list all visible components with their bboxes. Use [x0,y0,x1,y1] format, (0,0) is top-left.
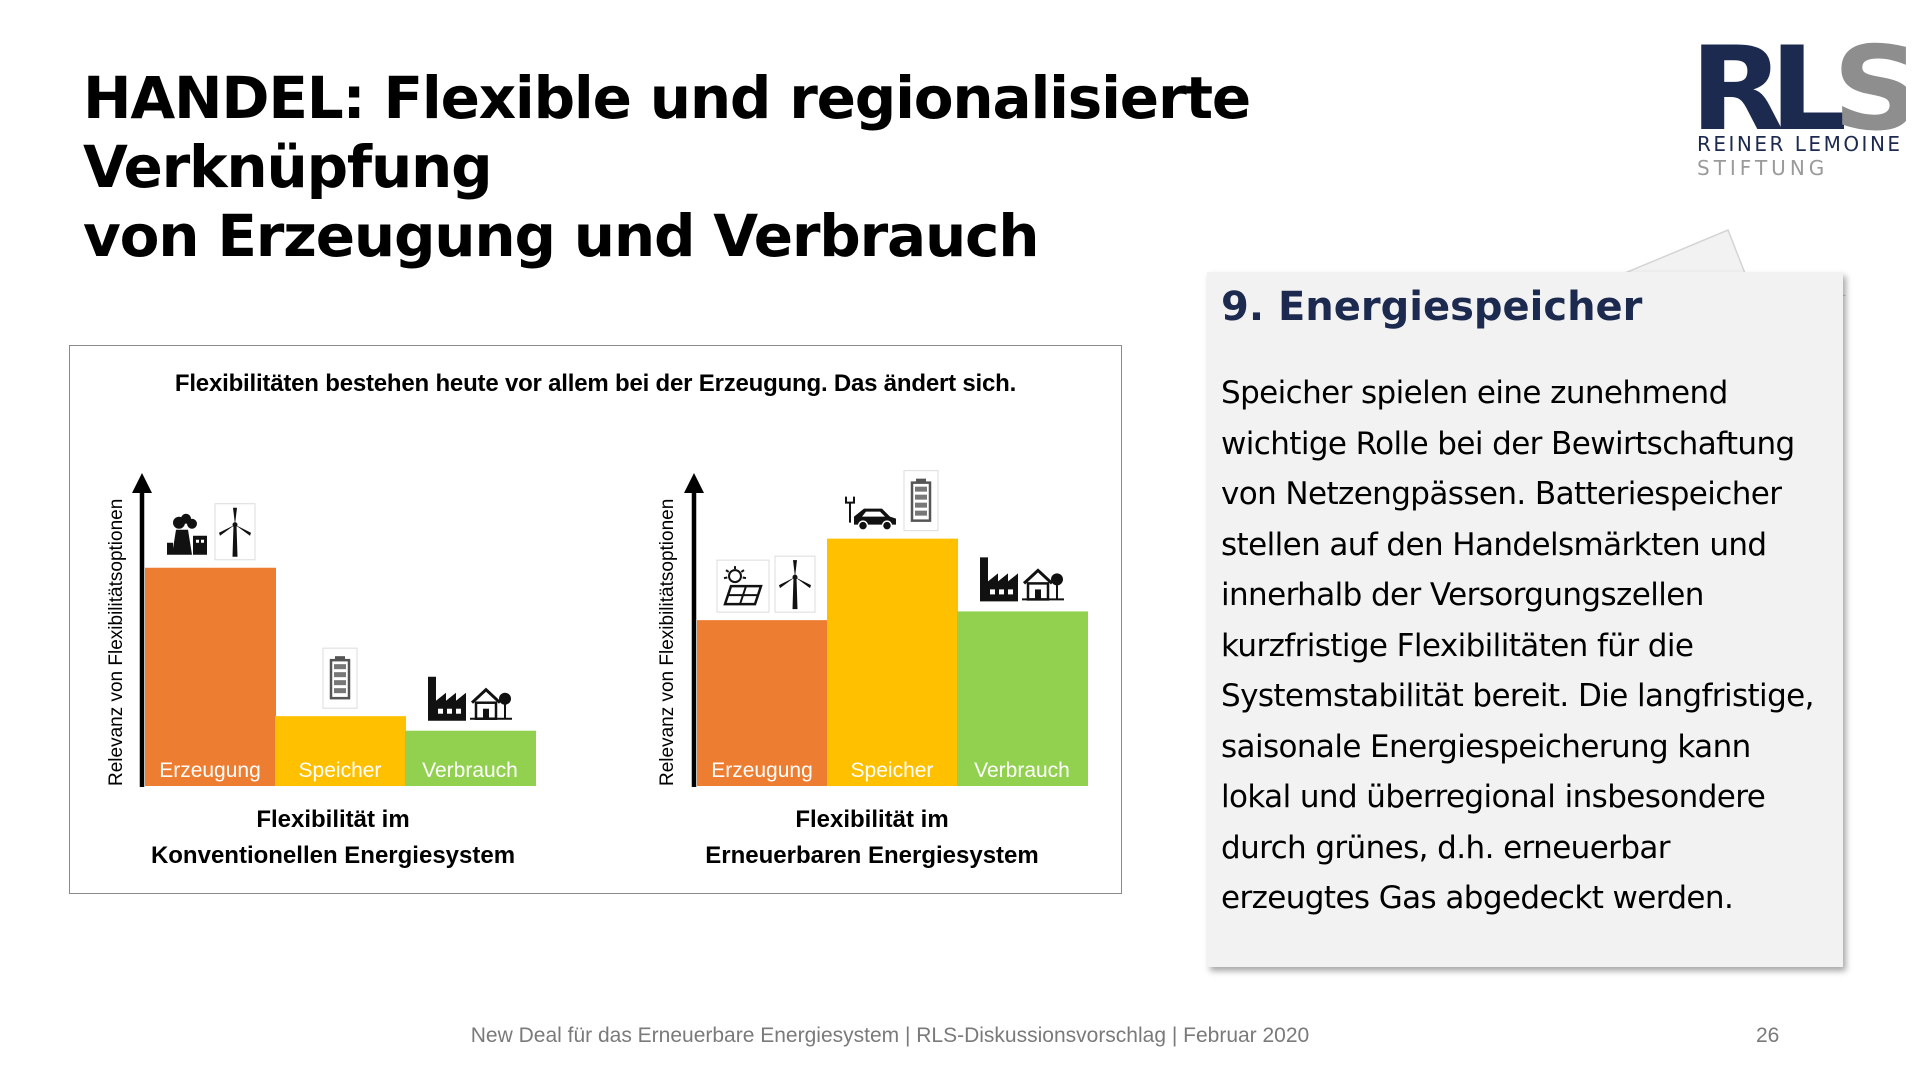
bar-speicher [827,538,958,786]
bar-erzeugung [145,567,276,786]
slide-title: HANDEL: Flexible und regionalisierte Ver… [83,64,1623,271]
battery-icon [903,470,939,532]
house-icon [1022,568,1064,601]
card-body-line: Systemstabilität bereit. Die langfristig… [1221,678,1814,714]
card-body-line: kurzfristige Flexibilitäten für die [1221,627,1694,664]
rls-logo: RLS [1696,37,1906,157]
house-icon [470,687,512,720]
chart-subtitle-line-2: Konventionellen Energiesystem [151,842,515,869]
card-body-line: wichtige Rolle bei der Bewirtschaftung [1221,425,1795,462]
bar-speicher [275,716,406,786]
slide-footer: New Deal für das Erneuerbare Energiesyst… [470,1024,1310,1047]
page-number: 26 [1756,1024,1780,1047]
y-axis-label: Relevanz von Flexibilitätsoptionen [106,499,127,786]
bar-label: Verbrauch [974,759,1070,782]
card-title: 9. Energiespeicher [1221,284,1643,330]
card-body-line: Speicher spielen eine zunehmend [1221,375,1728,411]
card-body: Speicher spielen eine zunehmend wichtige … [1221,368,1833,924]
logo-text-line-2: STIFTUNG [1697,156,1829,180]
card-body-line: von Netzengpässen. Batteriespeicher [1221,476,1782,512]
chart-heading: Flexibilitäten bestehen heute vor allem … [174,370,1017,397]
power-plant-icon [167,513,207,555]
card-body-line: durch grünes, d.h. erneuerbar [1221,829,1671,866]
flexibility-charts: Erzeugung Speicher Verbrauch Relevanz von F… [106,470,1088,869]
chart-subtitle-line-2: Erneuerbaren Energiesystem [705,842,1038,869]
bar-chart-1: Erzeugung Speicher Verbrauch Relevanz von F… [106,473,536,869]
card-body-line: erzeugtes Gas abgedeckt werden. [1221,880,1734,916]
y-axis-label: Relevanz von Flexibilitätsoptionen [657,499,678,786]
battery-icon [322,647,358,709]
logo-text-line-1: REINER LEMOINE [1697,132,1903,156]
bar-label: Verbrauch [422,759,518,782]
rls-logo-mark: RLS [1696,37,1906,157]
card-body-line: saisonale Energiespeicherung kann [1221,728,1751,765]
card-body-line: stellen auf den Handelsmärkten und [1221,526,1767,563]
bar-verbrauch [405,730,536,786]
flexibility-chart-panel: Flexibilitäten bestehen heute vor allem … [69,345,1122,894]
factory-icon [428,676,466,721]
factory-icon [980,557,1018,602]
chart-subtitle-line-1: Flexibilität im [795,806,948,833]
bar-label: Erzeugung [159,759,261,782]
electric-car-icon [845,496,896,531]
wind-turbine-icon [774,555,816,613]
slide-title-line-2: von Erzeugung und Verbrauch [83,202,1040,270]
bar-chart-2: Erzeugung Speicher Verbrauch Relevanz von F… [657,470,1088,869]
slide-title-line-1: HANDEL: Flexible und regionalisierte Ver… [83,64,1251,201]
bar-verbrauch [957,611,1088,786]
bar-label: Erzeugung [711,759,813,782]
chart-subtitle-line-1: Flexibilität im [256,806,409,833]
bar-erzeugung [697,620,828,786]
energy-storage-card [1207,272,1843,967]
wind-turbine-icon [214,503,256,561]
bar-label: Speicher [299,759,382,782]
bar-label: Speicher [851,759,934,782]
solar-panel-icon [716,559,770,613]
card-body-line: innerhalb der Versorgungszellen [1221,577,1704,613]
card-body-line: lokal und überregional insbesondere [1221,779,1766,815]
